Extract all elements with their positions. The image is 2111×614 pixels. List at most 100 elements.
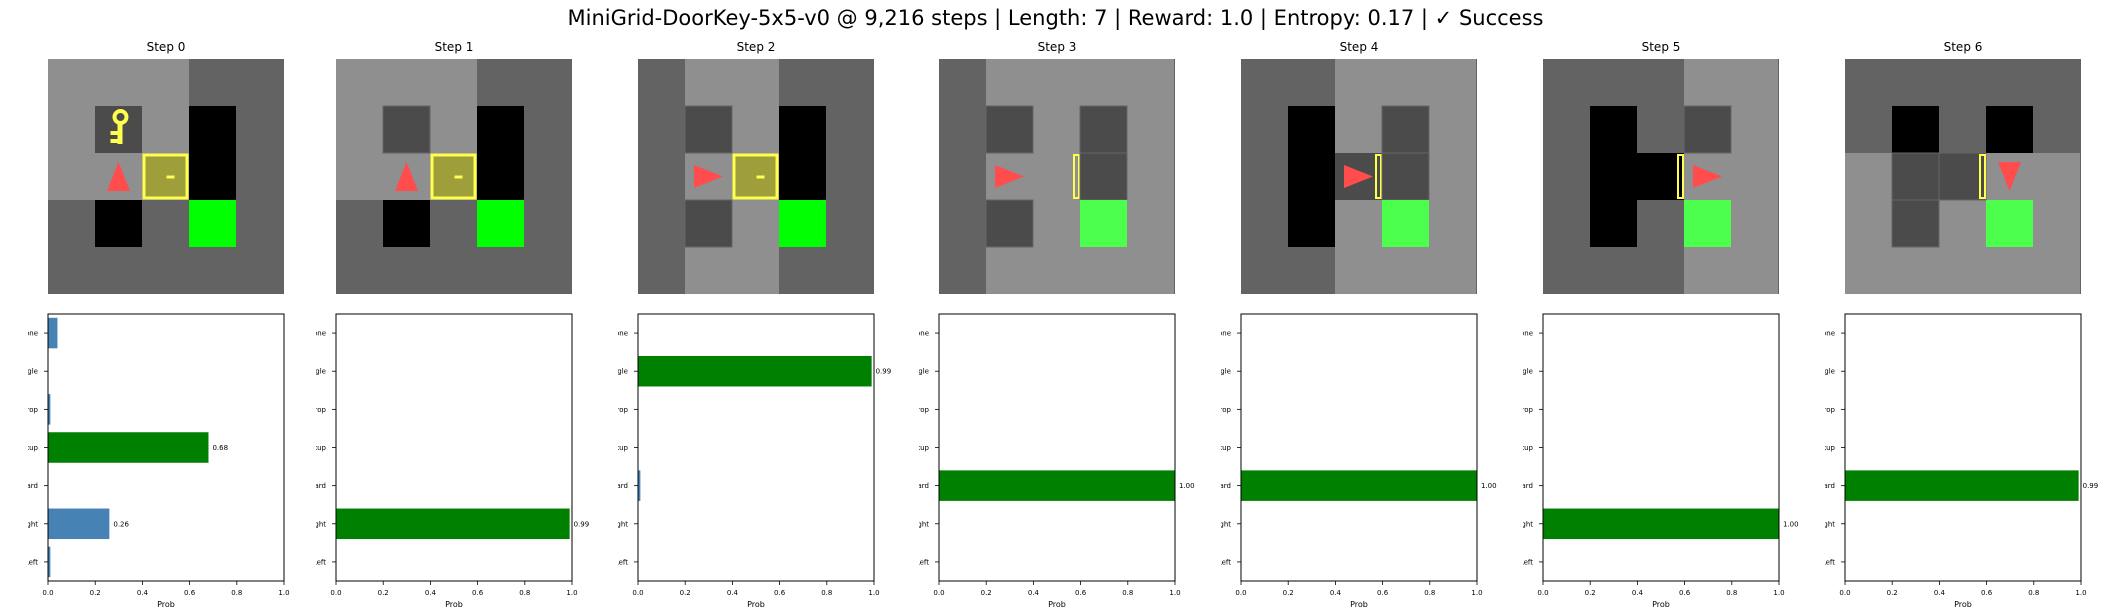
door-icon (1677, 154, 1684, 199)
y-tick-label: Forward (919, 482, 929, 490)
y-tick-label: Toggle (1221, 368, 1231, 376)
grid-observation (1543, 59, 1779, 294)
x-tick-label: 0.6 (1981, 589, 1993, 597)
y-tick-label: Done (618, 330, 628, 338)
grid-cell (430, 153, 477, 200)
x-tick-label: 1.0 (566, 589, 577, 597)
plot-frame (47, 313, 285, 582)
grid-cell (694, 165, 723, 188)
y-tick-label: Right (1221, 520, 1231, 528)
x-tick-label: 0.4 (727, 589, 739, 597)
chart-svg: Left Right Forward 0.99 Pickup Drop Toggle Done… (1807, 313, 2099, 609)
bar-value-label: 0.99 (2083, 482, 2099, 490)
grid-svg (939, 59, 1175, 294)
x-tick-label: 0.2 (1887, 589, 1898, 597)
grid-cell (1382, 200, 1429, 247)
y-tick-label: Toggle (28, 368, 38, 376)
x-tick-label: 0.6 (472, 589, 484, 597)
y-tick-label: Right (316, 520, 326, 528)
grid-cell (732, 153, 779, 200)
grid-cell (1381, 152, 1430, 201)
y-tick-label: Left (316, 558, 326, 566)
y-tick-label: Forward (618, 482, 628, 490)
key-tooth (110, 139, 119, 143)
plot-frame (1844, 313, 2082, 582)
prob-bar (48, 508, 110, 540)
figure-title: MiniGrid-DoorKey-5x5-v0 @ 9,216 steps | … (567, 6, 1544, 30)
plot-frame (1542, 313, 1780, 582)
y-tick-label: Drop (1825, 406, 1836, 414)
door-icon (1073, 154, 1080, 199)
grid-cell (95, 106, 142, 153)
unseen-cell (477, 153, 524, 200)
grid-cell (1590, 200, 1637, 247)
prob-bar (638, 470, 641, 501)
goal-square-icon (1684, 200, 1731, 247)
grid-cell (477, 200, 524, 247)
x-axis-label: Prob (1048, 600, 1066, 609)
y-tick-label: Pickup (316, 444, 327, 452)
wall-cell (1683, 105, 1732, 154)
prob-bar (48, 394, 51, 425)
unseen-cell (1288, 106, 1335, 153)
y-tick-label: Pickup (618, 444, 629, 452)
grid-cell (382, 105, 431, 154)
grid-cell (1938, 152, 1987, 201)
x-tick-label: 0.0 (933, 589, 944, 597)
y-tick-label: Done (1523, 330, 1533, 338)
plot-area (1543, 314, 1779, 581)
grid-svg (1543, 59, 1779, 294)
grid-cell (985, 199, 1034, 248)
step-title: Step 3 (1037, 40, 1077, 54)
unseen-cell (1590, 200, 1637, 247)
grid-cell (985, 105, 1034, 154)
grid-svg (1845, 59, 2081, 294)
y-tick-label: Done (316, 330, 326, 338)
agent-triangle-icon (107, 162, 130, 191)
action-probability-chart: Left Right Forward Pickup Drop Toggle 0.99 Done… (600, 310, 898, 610)
y-tick-label: Right (919, 520, 929, 528)
y-tick-label: Drop (1221, 406, 1232, 414)
grid-cell (779, 200, 826, 247)
y-tick-label: Left (618, 558, 628, 566)
grid-cell (189, 153, 236, 200)
wall-cell (1079, 105, 1128, 154)
x-tick-label: 0.6 (1377, 589, 1389, 597)
grid-cell (1986, 106, 2033, 153)
x-tick-label: 0.4 (1632, 589, 1644, 597)
y-tick-label: Right (28, 520, 38, 528)
grid-observation (939, 59, 1175, 294)
unseen-cell (477, 106, 524, 153)
action-probability-chart: Left Right Forward 1.00 Pickup Drop Toggle Done… (901, 310, 1199, 610)
x-tick-label: 0.2 (680, 589, 691, 597)
x-axis-label: Prob (747, 600, 765, 609)
y-tick-label: Pickup (919, 444, 930, 452)
grid-observation (1241, 59, 1477, 294)
x-tick-label: 0.0 (632, 589, 643, 597)
x-axis-label: Prob (1954, 600, 1972, 609)
y-tick-label: Toggle (1523, 368, 1533, 376)
chart-svg: Left Right Forward 1.00 Pickup Drop Toggle Done… (1203, 313, 1497, 609)
prob-bar (336, 508, 570, 540)
grid-cell (142, 153, 189, 200)
door-icon (1375, 154, 1382, 199)
wall-cell (684, 199, 733, 248)
x-tick-label: 0.4 (425, 589, 437, 597)
grid-cell (779, 153, 826, 200)
door-icon (1979, 154, 1986, 199)
unseen-cell (779, 153, 826, 200)
prob-bar (939, 470, 1175, 501)
grid-svg (48, 59, 284, 294)
grid-svg (1241, 59, 1477, 294)
x-tick-label: 0.2 (981, 589, 992, 597)
unseen-cell (189, 106, 236, 153)
grid-cell (107, 162, 130, 191)
prob-bar (1543, 508, 1779, 540)
plot-area (1845, 314, 2081, 581)
x-tick-label: 0.0 (1235, 589, 1246, 597)
unseen-cell (189, 153, 236, 200)
grid-svg (336, 59, 572, 294)
agent-triangle-icon (1693, 165, 1722, 188)
chart-svg: Left Right Forward 1.00 Pickup Drop Toggle Done… (901, 313, 1195, 609)
action-probability-chart: Left Right Forward 0.99 Pickup Drop Toggle Done… (1807, 310, 2105, 610)
